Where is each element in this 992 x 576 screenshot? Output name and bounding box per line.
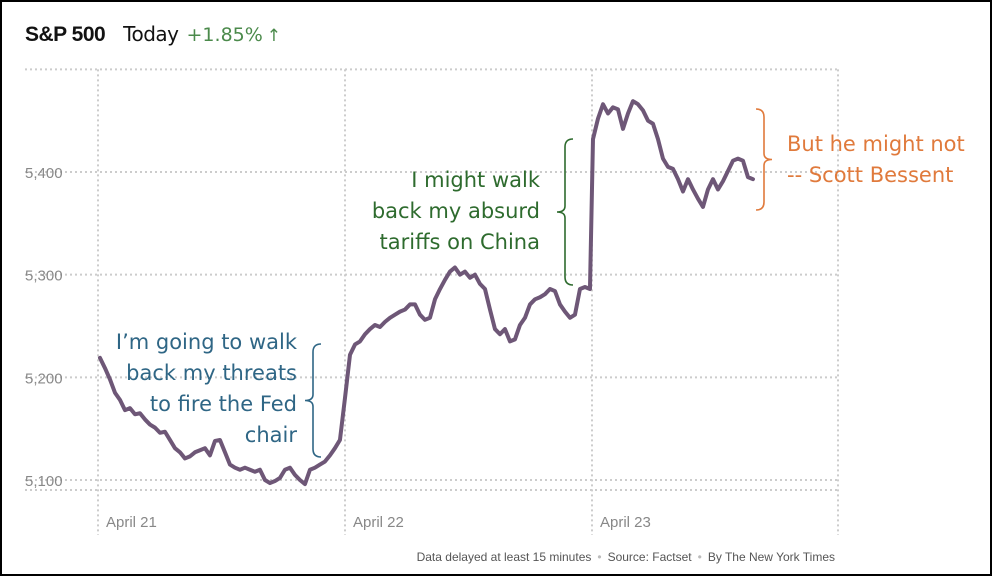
annotation-line: tariffs on China <box>379 230 540 254</box>
bracket-china <box>556 138 574 286</box>
x-tick-label: April 21 <box>106 514 157 531</box>
chart-title: S&P 500 <box>25 23 106 46</box>
period-label: Today <box>123 22 179 46</box>
chart-header: S&P 500 Today +1.85% ↑ <box>25 22 281 47</box>
y-tick-label: 5,400 <box>25 165 63 182</box>
annotation-fed: I’m going to walk back my threats to fir… <box>90 327 297 451</box>
source-note: Source: Factset <box>607 550 692 564</box>
x-tick-label: April 22 <box>353 514 404 531</box>
arrow-up-icon: ↑ <box>266 26 282 46</box>
annotation-line: back my absurd <box>371 199 540 223</box>
annotation-line: -- Scott Bessent <box>787 163 954 187</box>
bracket-bessent <box>755 108 773 211</box>
annotation-line: I might walk <box>411 168 540 192</box>
y-tick-label: 5,100 <box>25 473 63 490</box>
chart-footer: Data delayed at least 15 minutes • Source:… <box>416 550 835 564</box>
y-tick-label: 5,300 <box>25 268 63 285</box>
annotation-line: to fire the Fed <box>149 392 297 416</box>
bracket-fed <box>304 343 322 458</box>
annotation-line: chair <box>244 423 297 447</box>
delay-note: Data delayed at least 15 minutes <box>416 550 592 564</box>
sp500-line <box>97 99 755 487</box>
change-value: +1.85% <box>186 24 263 46</box>
y-tick-label: 5,200 <box>25 370 63 387</box>
annotation-line: But he might not <box>787 132 965 156</box>
annotation-line: back my threats <box>126 361 297 385</box>
annotation-line: I’m going to walk <box>115 330 297 354</box>
annotation-china: I might walk back my absurd tariffs on C… <box>340 165 540 258</box>
annotation-bessent: But he might not -- Scott Bessent <box>787 129 965 191</box>
x-tick-label: April 23 <box>600 514 651 531</box>
byline: By The New York Times <box>707 550 835 564</box>
